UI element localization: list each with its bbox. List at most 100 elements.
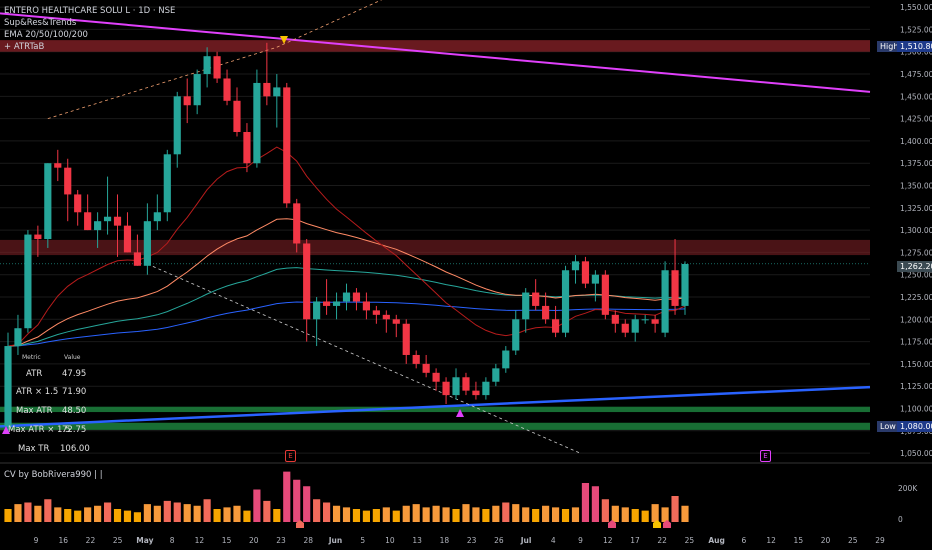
price-tick-label: 1,425.00 xyxy=(900,115,932,124)
candle-down xyxy=(462,377,470,391)
candle-down xyxy=(133,252,142,266)
date-tick-label: 25 xyxy=(848,536,858,545)
volume-bar xyxy=(143,504,151,522)
volume-panel-title[interactable]: CV by BobRivera990 | | xyxy=(4,470,103,480)
volume-bar xyxy=(193,505,201,522)
price-tick-label: 1,350.00 xyxy=(900,182,932,191)
volume-bar xyxy=(223,507,231,522)
volume-bar xyxy=(611,505,619,522)
dotted-channel-lower xyxy=(147,263,581,454)
date-tick-label: Aug xyxy=(708,536,725,545)
candle-down xyxy=(213,56,221,79)
price-tick-label: 1,375.00 xyxy=(900,159,932,168)
volume-bars: 200K 0 xyxy=(4,471,918,524)
volume-bar xyxy=(34,505,42,522)
volume-bar xyxy=(64,509,72,522)
indicator-sup-res[interactable]: Sup&Res&Trends xyxy=(4,18,77,28)
date-tick-label: 10 xyxy=(385,536,395,545)
date-tick-label: 13 xyxy=(412,536,422,545)
trend-lines xyxy=(0,0,871,454)
volume-bar xyxy=(273,509,281,522)
candle-down xyxy=(233,100,241,132)
candle-up xyxy=(253,82,261,164)
volume-bar xyxy=(482,509,490,522)
date-tick-label: 16 xyxy=(58,536,68,545)
volume-bar xyxy=(581,483,590,522)
candle-up xyxy=(661,270,669,333)
candle-down xyxy=(303,243,311,320)
candle-down xyxy=(621,323,629,333)
candlestick-series xyxy=(4,42,689,431)
volume-bar xyxy=(392,510,400,522)
volume-bar xyxy=(492,505,500,522)
price-axis: 1,050.001,075.001,100.001,125.001,150.00… xyxy=(900,3,932,458)
volume-bar xyxy=(123,510,132,522)
candle-down xyxy=(422,363,430,373)
ema-50-line xyxy=(7,218,686,347)
volume-spike-marker xyxy=(663,520,671,528)
volume-bar xyxy=(402,505,410,522)
candle-down xyxy=(293,203,301,244)
earnings-marker-upcoming[interactable]: E xyxy=(760,450,771,462)
volume-bar xyxy=(432,505,440,522)
dotted-channel-upper-ext xyxy=(276,0,383,48)
price-tick-label: 1,050.00 xyxy=(900,449,932,458)
price-tick-label: 1,225.00 xyxy=(900,293,932,302)
high-value-tag: 1,510.80 xyxy=(897,41,932,52)
candle-up xyxy=(94,221,102,231)
volume-bar xyxy=(571,507,580,522)
date-tick-label: 15 xyxy=(222,536,232,545)
price-tick-label: 1,550.00 xyxy=(900,3,932,12)
indicator-ema[interactable]: EMA 20/50/100/200 xyxy=(4,30,88,40)
candle-up xyxy=(163,154,171,213)
date-tick-label: 22 xyxy=(86,536,96,545)
max-atr15-label: Max ATR × 1.5 xyxy=(8,425,71,435)
volume-bar xyxy=(362,510,370,522)
volume-spike-marker xyxy=(296,520,304,528)
candle-down xyxy=(412,354,420,364)
atr-label: ATR xyxy=(26,369,43,379)
price-tick-label: 1,175.00 xyxy=(900,338,932,347)
candle-up xyxy=(571,261,580,271)
volume-bar xyxy=(651,504,659,522)
candle-up xyxy=(482,381,490,396)
atr-header-value: Value xyxy=(64,354,81,361)
volume-bar xyxy=(332,505,341,522)
candle-down xyxy=(432,372,440,382)
candle-down xyxy=(581,261,590,284)
candle-down xyxy=(372,310,380,315)
high-resistance-zone xyxy=(0,40,870,52)
candle-up xyxy=(452,377,460,396)
date-tick-label: 29 xyxy=(875,536,885,545)
candle-down xyxy=(442,381,450,396)
candle-down xyxy=(243,132,251,164)
support-zone-lower xyxy=(0,422,870,430)
candle-down xyxy=(472,390,480,396)
candle-down xyxy=(601,274,609,315)
candle-up xyxy=(492,368,500,382)
price-tick-label: 1,100.00 xyxy=(900,404,932,413)
candle-down xyxy=(402,323,410,355)
volume-bar xyxy=(173,502,181,522)
candle-up xyxy=(522,292,530,320)
candle-down xyxy=(263,82,271,97)
candle-down xyxy=(123,225,132,253)
volume-spike-marker xyxy=(653,520,661,528)
volume-bar xyxy=(163,500,171,522)
volume-bar xyxy=(472,507,480,522)
volume-bar xyxy=(542,505,550,522)
indicator-atr[interactable]: + ATRTaB xyxy=(4,42,45,52)
date-tick-label: 18 xyxy=(440,536,450,545)
earnings-marker-past[interactable]: E xyxy=(285,450,296,462)
volume-bar xyxy=(452,509,460,522)
date-tick-label: 15 xyxy=(794,536,804,545)
atr-header-metric: Metric xyxy=(22,354,41,361)
volume-bar xyxy=(84,507,92,522)
date-tick-label: May xyxy=(136,536,153,545)
volume-bar xyxy=(153,505,161,522)
price-tick-label: 1,325.00 xyxy=(900,204,932,213)
date-tick-label: 5 xyxy=(360,536,365,545)
candle-up xyxy=(153,212,161,222)
support-zone-upper xyxy=(0,406,870,413)
